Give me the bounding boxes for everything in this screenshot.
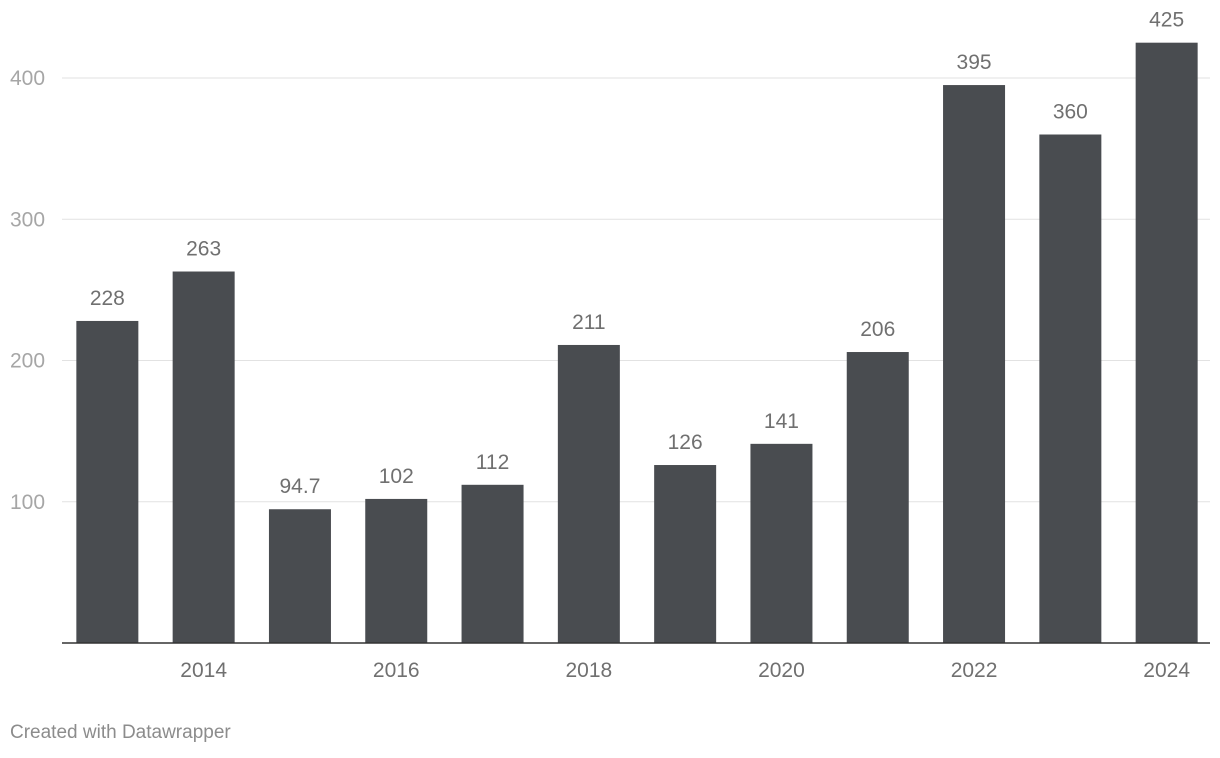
data-label-2024: 425 [1149, 9, 1184, 32]
data-label-2018: 211 [572, 311, 605, 334]
data-label-2017: 112 [476, 451, 509, 474]
y-tick-label: 100 [10, 491, 45, 514]
bar-2019 [654, 465, 717, 643]
bar-2015 [268, 509, 331, 643]
y-tick-label: 400 [10, 67, 45, 90]
bar-2022 [943, 85, 1006, 643]
data-label-2015: 94.7 [280, 475, 321, 498]
x-tick-label: 2020 [758, 659, 805, 682]
x-tick-label: 2024 [1143, 659, 1190, 682]
data-label-2022: 395 [957, 51, 992, 74]
bar-2014 [172, 271, 235, 643]
x-tick-label: 2014 [180, 659, 227, 682]
data-label-2013: 228 [90, 287, 125, 310]
y-tick-label: 300 [10, 208, 45, 231]
bar-chart: 228 263 94.7 102 112 211 126 141 206 395 360 425 10… [10, 9, 1210, 682]
bar-2016 [365, 498, 428, 643]
data-label-2016: 102 [379, 465, 414, 488]
bar-2017 [461, 484, 524, 643]
data-label-2014: 263 [186, 238, 221, 261]
bar-2013 [76, 320, 139, 643]
x-tick-label: 2016 [373, 659, 420, 682]
bar-2024 [1135, 42, 1198, 643]
data-label-2023: 360 [1053, 101, 1088, 124]
bar-2021 [846, 352, 909, 643]
bar-2023 [1039, 134, 1102, 643]
y-axis: 100 200 300 400 [10, 67, 45, 514]
x-tick-label: 2018 [565, 659, 612, 682]
data-label-2021: 206 [860, 318, 895, 341]
gridlines [62, 77, 1210, 503]
bar-2018 [557, 344, 620, 643]
x-tick-label: 2022 [951, 659, 998, 682]
bars [76, 42, 1198, 643]
x-axis: 2014 2016 2018 2020 2022 2024 [62, 642, 1210, 682]
footer-credit: Created with Datawrapper [10, 722, 231, 743]
bar-2020 [750, 443, 813, 643]
data-labels: 228 263 94.7 102 112 211 126 141 206 395 360 425 [90, 9, 1184, 499]
y-tick-label: 200 [10, 350, 45, 373]
data-label-2019: 126 [668, 431, 703, 454]
data-label-2020: 141 [764, 410, 799, 433]
